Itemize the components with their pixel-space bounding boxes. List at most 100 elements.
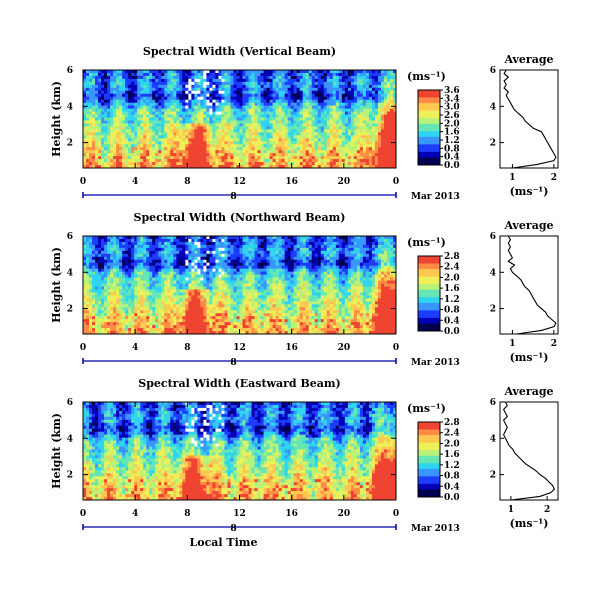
colorbar-segment (418, 125, 440, 128)
colorbar-segment (418, 306, 440, 309)
colorbar-segment (418, 93, 440, 97)
average-y-tick-label: 4 (490, 268, 496, 278)
colorbar-segment (418, 105, 440, 108)
colorbar-segment (418, 257, 440, 261)
colorbar-segment (418, 110, 440, 113)
colorbar-tick-label: 0.8 (444, 472, 460, 482)
y-tick-label: 2 (67, 139, 73, 149)
colorbar-tick-label: 2.0 (444, 439, 460, 449)
colorbar-segment (418, 151, 440, 155)
colorbar-segment (418, 450, 440, 453)
colorbar-segment (418, 482, 440, 485)
colorbar-segment (418, 155, 440, 158)
colorbar-unit: (ms⁻¹) (407, 70, 446, 83)
colorbar-segment (418, 297, 440, 300)
colorbar-segment (418, 425, 440, 429)
colorbar-segment (418, 437, 440, 440)
y-tick-label: 2 (67, 471, 73, 481)
colorbar-segment (418, 106, 440, 110)
colorbar-segment (418, 446, 440, 449)
colorbar-tick-label: 1.6 (444, 450, 460, 460)
colorbar-segment (418, 114, 440, 117)
colorbar-segment (418, 444, 440, 447)
colorbar-segment (418, 295, 440, 298)
x-tick-label: 20 (338, 177, 351, 187)
colorbar-tick-label: 2.0 (444, 119, 460, 129)
colorbar-tick-label: 0.8 (444, 306, 460, 316)
colorbar-segment (418, 274, 440, 278)
colorbar-segment (418, 293, 440, 296)
colorbar-segment (418, 452, 440, 455)
colorbar-segment (418, 429, 440, 432)
colorbar-segment (418, 259, 440, 263)
colorbar-tick-label: 0.8 (444, 144, 460, 154)
colorbar-segment (418, 95, 440, 98)
colorbar-segment (418, 422, 440, 425)
average-y-tick-label: 2 (490, 139, 496, 149)
average-frame (499, 401, 559, 501)
y-tick-label: 2 (67, 305, 73, 315)
average-y-tick-label: 2 (490, 471, 496, 481)
colorbar-segment (418, 101, 440, 104)
colorbar-segment (418, 467, 440, 470)
date-marker: 8 (230, 358, 236, 368)
colorbar-tick-label: 1.6 (444, 128, 460, 138)
colorbar-frame (417, 421, 441, 498)
y-tick-label: 6 (67, 232, 73, 242)
colorbar-segment (418, 465, 440, 468)
average-profile-line (502, 401, 556, 501)
y-tick-label: 4 (67, 102, 73, 112)
colorbar-segment (418, 312, 440, 315)
colorbar-segment (418, 487, 440, 490)
y-tick-label: 4 (67, 268, 73, 278)
colorbar-segment (418, 256, 440, 259)
x-tick-label: 0 (80, 509, 86, 519)
panel-title: Spectral Width (Eastward Beam) (138, 377, 340, 390)
colorbar-segment (418, 90, 440, 93)
colorbar-segment (418, 278, 440, 281)
colorbar-segment (418, 123, 440, 127)
colorbar-segment (418, 438, 440, 442)
average-x-label: (ms⁻¹) (510, 351, 549, 364)
colorbar-segment (418, 112, 440, 115)
colorbar-segment (418, 455, 440, 459)
colorbar-tick-label: 0.4 (444, 482, 460, 492)
colorbar-segment (418, 108, 440, 112)
colorbar-frame (417, 89, 441, 166)
colorbar-segment (418, 289, 440, 293)
colorbar-segment (418, 457, 440, 460)
colorbar-tick-label: 2.8 (444, 418, 460, 428)
colorbar-segment (418, 480, 440, 483)
x-tick-label: 16 (285, 177, 298, 187)
y-tick-label: 6 (67, 66, 73, 76)
average-profile-line (503, 69, 557, 169)
x-axis-label: Local Time (190, 536, 258, 549)
colorbar-segment (418, 323, 440, 326)
average-profile-line (507, 235, 557, 335)
x-tick-label: 12 (233, 177, 246, 187)
colorbar-segment (418, 491, 440, 494)
colorbar-segment (418, 485, 440, 489)
average-x-tick-label: 1 (509, 173, 515, 183)
x-tick-label: 4 (132, 177, 138, 187)
colorbar-unit: (ms⁻¹) (407, 402, 446, 415)
panel-2: Spectral Width (Northward Beam) 2 4 6 Height… (50, 211, 559, 368)
colorbar-segment (418, 148, 440, 151)
average-x-label: (ms⁻¹) (510, 517, 549, 530)
colorbar-segment (418, 284, 440, 287)
colorbar-segment (418, 276, 440, 279)
colorbar-segment (418, 263, 440, 266)
colorbar-tick-label: 0.0 (444, 161, 460, 171)
colorbar-segment (418, 308, 440, 311)
colorbar-segment (418, 159, 440, 162)
colorbar-segment (418, 153, 440, 157)
colorbar-tick-label: 1.6 (444, 284, 460, 294)
average-x-label: (ms⁻¹) (510, 185, 549, 198)
colorbar-frame (417, 255, 441, 332)
average-y-tick-label: 4 (490, 434, 496, 444)
x-tick-label: 8 (184, 509, 190, 519)
average-x-tick-label: 1 (509, 339, 515, 349)
colorbar-tick-label: 0.0 (444, 327, 460, 337)
colorbar-segment (418, 493, 440, 496)
average-y-tick-label: 6 (490, 66, 496, 76)
